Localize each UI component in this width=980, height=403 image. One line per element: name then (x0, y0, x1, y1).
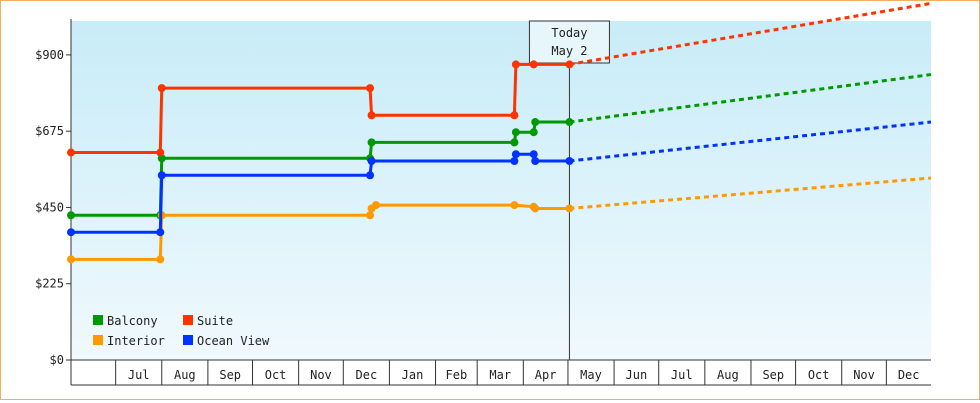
data-point (565, 60, 574, 69)
data-point (565, 118, 574, 127)
y-tick-label: $225 (35, 277, 64, 291)
data-point (565, 157, 574, 166)
today-box (528, 20, 610, 64)
data-point (511, 150, 520, 159)
data-point (157, 171, 166, 180)
legend-label: Ocean View (197, 334, 270, 348)
data-point (510, 138, 519, 147)
series-interior (67, 176, 932, 264)
data-point (531, 157, 540, 166)
data-point (372, 201, 381, 210)
data-point (67, 228, 75, 237)
x-tick-label: Apr (535, 368, 557, 382)
data-point (510, 157, 519, 166)
today-date-label: May 2 (551, 44, 587, 58)
legend-item: Interior (93, 334, 165, 348)
data-point (531, 204, 540, 213)
x-tick-label: Jul (128, 368, 150, 382)
x-tick-label: Mar (489, 368, 511, 382)
x-tick-label: Jun (626, 368, 648, 382)
data-point (366, 171, 375, 180)
today-label: Today (551, 26, 587, 40)
y-axis: $0 $225 $450 $675 $900 (35, 19, 72, 385)
data-point (156, 148, 165, 157)
legend-item: Ocean View (183, 334, 270, 348)
data-point (529, 128, 538, 137)
legend: Balcony Suite Interior Ocean View (93, 314, 270, 348)
x-tick-label: Dec (356, 368, 378, 382)
x-axis: Jul Aug Sep Oct Nov Dec Jan Feb Mar Apr May Jun Jul A… (71, 359, 931, 386)
x-tick-label: Dec (898, 368, 920, 382)
y-tick-label: $675 (35, 124, 64, 138)
legend-swatch (93, 315, 103, 325)
series-ocean-view (67, 120, 932, 237)
legend-item: Balcony (93, 314, 158, 328)
x-tick-label: Jan (402, 368, 424, 382)
x-tick-label: Nov (310, 368, 332, 382)
projection-line (569, 1, 932, 66)
legend-label: Suite (197, 314, 233, 328)
y-tick-label: $450 (35, 200, 64, 214)
data-point (67, 148, 75, 157)
legend-swatch (183, 315, 193, 325)
legend-label: Interior (107, 334, 165, 348)
data-point (67, 211, 75, 220)
series-suite (67, 1, 932, 157)
data-point (529, 60, 538, 69)
data-point (366, 84, 375, 93)
projection-line (569, 120, 932, 163)
data-point (367, 157, 376, 166)
x-tick-label: Feb (446, 368, 468, 382)
data-point (67, 255, 75, 264)
data-point (367, 111, 376, 120)
x-tick-label: Oct (808, 368, 830, 382)
data-point (156, 255, 165, 264)
x-tick-label: Sep (762, 368, 784, 382)
y-tick-label: $900 (35, 48, 64, 62)
plot-area (71, 21, 931, 360)
legend-item: Suite (183, 314, 233, 328)
x-tick-label: Nov (853, 368, 875, 382)
projection-line (569, 73, 932, 124)
data-point (156, 228, 165, 237)
legend-label: Balcony (107, 314, 158, 328)
series-group (67, 1, 932, 264)
x-tick-label: Aug (717, 368, 739, 382)
today-marker: Today May 2 (528, 20, 610, 360)
x-tick-label: Jul (671, 368, 693, 382)
x-tick-label: Aug (174, 368, 196, 382)
x-tick-label: Oct (265, 368, 287, 382)
data-point (565, 204, 574, 213)
data-point (510, 111, 519, 120)
data-point (366, 211, 375, 220)
legend-swatch (183, 335, 193, 345)
data-point (531, 118, 540, 127)
legend-swatch (93, 335, 103, 345)
data-point (529, 150, 538, 159)
y-tick-label: $0 (50, 353, 64, 367)
data-point (510, 201, 519, 210)
data-point (367, 138, 376, 147)
data-point (511, 60, 520, 69)
x-tick-label: Sep (219, 368, 241, 382)
data-point (511, 128, 520, 137)
data-point (157, 84, 166, 93)
projection-line (569, 176, 932, 210)
x-tick-label: May (580, 368, 602, 382)
